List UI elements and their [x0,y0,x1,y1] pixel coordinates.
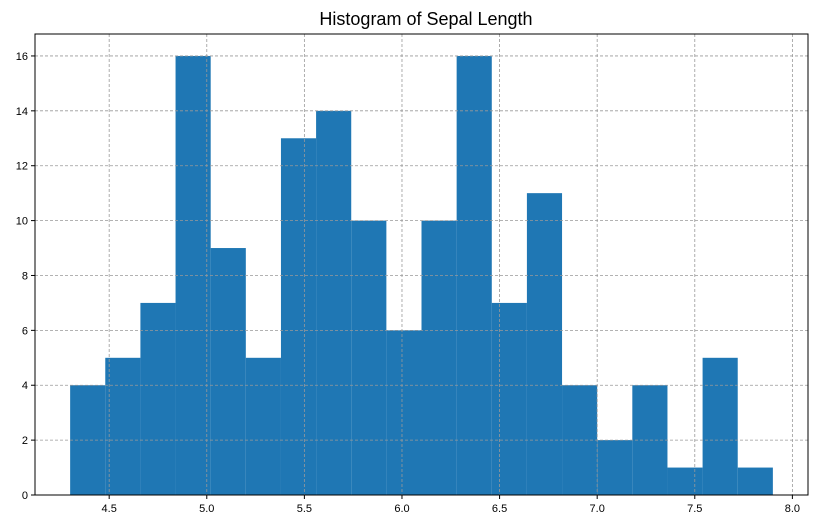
x-tick-label: 6.5 [492,503,507,515]
histogram-bar [386,330,422,495]
chart-title: Histogram of Sepal Length [319,9,532,29]
histogram-bar [667,467,703,495]
x-tick-label: 5.5 [297,503,312,515]
histogram-bar [210,248,246,495]
x-tick-label: 4.5 [102,503,117,515]
histogram-bar [316,110,352,495]
y-axis-ticks: 0 2 4 6 8 10 12 14 16 [16,51,35,502]
y-tick-label: 6 [22,325,28,337]
histogram-bar [702,357,738,495]
y-tick-label: 14 [16,106,28,118]
y-tick-label: 0 [22,490,28,502]
histogram-bar [280,138,317,495]
histogram-bar [526,193,563,495]
histogram-bar [491,302,527,495]
histogram-bar [597,440,633,495]
x-tick-label: 5.0 [199,503,214,515]
histogram-bar [737,467,773,495]
plot-frame [34,33,809,496]
x-tick-label: 7.0 [590,503,605,515]
y-tick-label: 12 [16,161,28,173]
histogram-bar [351,220,387,495]
x-tick-label: 6.0 [394,503,409,515]
y-tick-label: 16 [16,51,28,63]
axes [34,33,809,496]
x-tick-label: 8.0 [785,503,800,515]
y-tick-label: 10 [16,216,28,228]
y-tick-label: 8 [22,270,28,282]
histogram-bar [105,357,141,495]
histogram-bars [70,55,773,495]
histogram-bar [140,302,176,495]
histogram-bar [421,220,457,495]
y-tick-label: 4 [22,380,28,392]
y-tick-label: 2 [22,435,28,447]
x-tick-label: 7.5 [687,503,702,515]
histogram-bar [245,357,281,495]
x-axis-ticks: 4.5 5.0 5.5 6.0 6.5 7.0 7.5 8.0 [102,495,800,515]
